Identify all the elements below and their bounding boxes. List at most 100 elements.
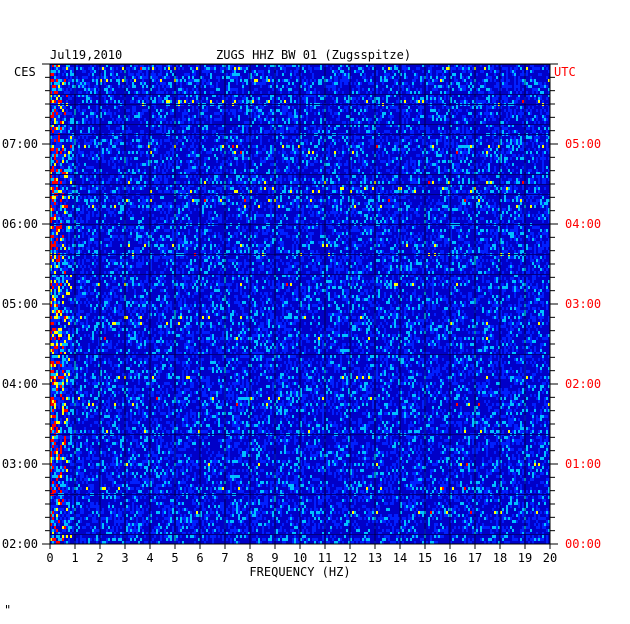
- heatmap-cell: [260, 160, 262, 163]
- heatmap-cell: [302, 154, 304, 157]
- heatmap-cell: [226, 142, 228, 145]
- heatmap-cell: [528, 85, 530, 88]
- heatmap-cell: [420, 76, 422, 79]
- heatmap-cell: [64, 172, 66, 175]
- heatmap-cell: [506, 73, 508, 76]
- heatmap-cell: [260, 109, 262, 112]
- heatmap-cell: [446, 142, 448, 145]
- heatmap-cell: [436, 166, 438, 169]
- heatmap-cell: [308, 88, 310, 91]
- heatmap-cell: [358, 85, 360, 88]
- heatmap-cell: [422, 115, 424, 118]
- heatmap-cell: [60, 151, 62, 154]
- heatmap-cell: [246, 151, 248, 154]
- heatmap-cell: [248, 124, 250, 127]
- heatmap-cell: [188, 163, 190, 166]
- heatmap-cell: [96, 145, 98, 148]
- heatmap-cell: [90, 142, 92, 145]
- heatmap-cell: [460, 196, 462, 199]
- heatmap-cell: [178, 94, 180, 97]
- heatmap-cell: [538, 190, 540, 193]
- heatmap-cell: [494, 187, 496, 190]
- heatmap-cell: [530, 178, 532, 181]
- heatmap-cell: [348, 148, 350, 151]
- heatmap-cell: [456, 130, 458, 133]
- heatmap-cell: [278, 88, 280, 91]
- heatmap-cell: [254, 70, 256, 73]
- heatmap-cell: [338, 73, 340, 76]
- heatmap-cell: [210, 85, 212, 88]
- heatmap-cell: [518, 82, 520, 85]
- heatmap-cell: [318, 142, 320, 145]
- heatmap-cell: [532, 175, 534, 178]
- heatmap-cell: [84, 145, 86, 148]
- heatmap-cell: [478, 199, 480, 202]
- heatmap-cell: [336, 175, 338, 178]
- heatmap-cell: [162, 172, 164, 175]
- heatmap-cell: [254, 184, 256, 187]
- heatmap-cell: [352, 196, 354, 199]
- heatmap-cell: [428, 145, 430, 148]
- heatmap-cell: [68, 127, 70, 130]
- heatmap-cell: [432, 82, 434, 85]
- heatmap-cell: [66, 73, 68, 76]
- heatmap-cell: [526, 85, 528, 88]
- heatmap-cell: [196, 199, 198, 202]
- heatmap-cell: [276, 199, 278, 202]
- heatmap-cell: [436, 112, 438, 115]
- heatmap-cell: [72, 148, 74, 151]
- heatmap-cell: [268, 190, 270, 193]
- heatmap-cell: [186, 169, 188, 172]
- heatmap-cell: [186, 82, 188, 85]
- heatmap-cell: [148, 64, 150, 67]
- heatmap-cell: [542, 178, 544, 181]
- heatmap-cell: [236, 163, 238, 166]
- heatmap-cell: [476, 145, 478, 148]
- heatmap-cell: [410, 139, 412, 142]
- heatmap-cell: [362, 145, 364, 148]
- heatmap-cell: [472, 196, 474, 199]
- heatmap-cell: [260, 139, 262, 142]
- heatmap-cell: [454, 154, 456, 157]
- heatmap-cell: [276, 70, 278, 73]
- heatmap-cell: [478, 91, 480, 94]
- heatmap-cell: [116, 199, 118, 202]
- heatmap-cell: [458, 88, 460, 91]
- heatmap-cell: [362, 163, 364, 166]
- heatmap-cell: [432, 181, 434, 184]
- heatmap-cell: [502, 85, 504, 88]
- heatmap-cell: [70, 148, 72, 151]
- heatmap-cell: [328, 124, 330, 127]
- heatmap-cell: [198, 160, 200, 163]
- heatmap-cell: [500, 151, 502, 154]
- heatmap-cell: [62, 154, 64, 157]
- heatmap-cell: [64, 130, 66, 133]
- heatmap-cell: [142, 151, 144, 154]
- heatmap-cell: [464, 190, 466, 193]
- heatmap-cell: [126, 88, 128, 91]
- heatmap-cell: [502, 76, 504, 79]
- heatmap-cell: [306, 160, 308, 163]
- heatmap-cell: [506, 115, 508, 118]
- heatmap-cell: [330, 127, 332, 130]
- heatmap-cell: [144, 184, 146, 187]
- heatmap-cell: [138, 97, 140, 100]
- heatmap-cell: [246, 124, 248, 127]
- heatmap-cell: [280, 178, 282, 181]
- heatmap-cell: [126, 109, 128, 112]
- heatmap-cell: [138, 199, 140, 202]
- heatmap-cell: [188, 184, 190, 187]
- heatmap-cell: [82, 118, 84, 121]
- heatmap-cell: [498, 82, 500, 85]
- heatmap-cell: [292, 136, 294, 139]
- heatmap-cell: [156, 76, 158, 79]
- heatmap-cell: [152, 142, 154, 145]
- heatmap-cell: [58, 190, 60, 193]
- heatmap-cell: [530, 151, 532, 154]
- heatmap-cell: [78, 82, 80, 85]
- heatmap-cell: [468, 130, 470, 133]
- heatmap-cell: [262, 148, 264, 151]
- heatmap-cell: [422, 79, 424, 82]
- heatmap-cell: [102, 139, 104, 142]
- heatmap-cell: [188, 136, 190, 139]
